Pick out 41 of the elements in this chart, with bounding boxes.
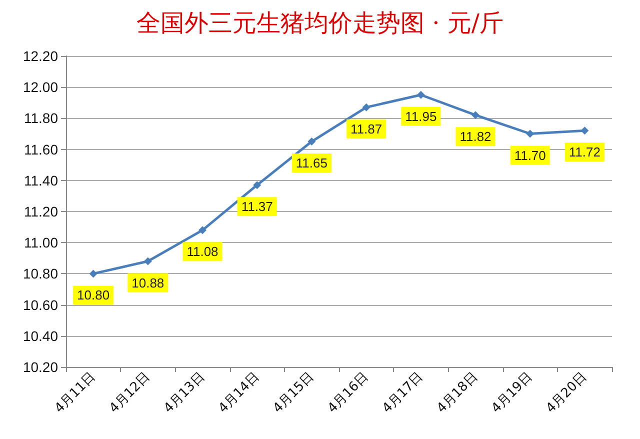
x-tick-label: 4月14日: [216, 370, 262, 416]
y-tick-label: 12.00: [22, 79, 58, 96]
data-label: 11.70: [514, 148, 546, 163]
data-label: 11.95: [405, 108, 437, 124]
point: [472, 111, 480, 120]
y-tick-label: 10.40: [22, 328, 58, 344]
data-label: 11.72: [568, 144, 600, 160]
point: [144, 257, 152, 266]
data-label: 11.87: [350, 121, 382, 136]
x-tick-label: 4月18日: [434, 370, 481, 416]
point: [198, 226, 206, 234]
y-tick-label: 10.20: [22, 359, 58, 375]
y-tick-label: 10.80: [22, 266, 58, 282]
x-tick-label: 4月20日: [543, 370, 590, 416]
x-tick-label: 4月12日: [106, 370, 154, 416]
point: [526, 130, 534, 138]
x-tick-label: 4月15日: [270, 370, 318, 416]
point: [253, 181, 262, 190]
x-tick-label: 4月17日: [380, 370, 426, 416]
x-tick-label: 4月16日: [325, 370, 372, 416]
y-tick-label: 11.00: [24, 234, 58, 251]
y-tick-label: 11.60: [24, 141, 58, 158]
data-label: 10.88: [132, 275, 164, 290]
point: [89, 270, 98, 278]
data-label: 11.82: [460, 129, 492, 144]
y-tick-label: 12.20: [22, 48, 58, 64]
data-label: 10.80: [77, 288, 110, 303]
chart-title: 全国外三元生猪均价走势图 · 元/斤: [136, 9, 504, 37]
y-tick-label: 11.40: [24, 172, 58, 188]
point: [416, 90, 425, 99]
y-tick-label: 10.60: [22, 296, 58, 313]
point: [362, 103, 370, 112]
point: [308, 138, 316, 146]
data-label: 11.65: [296, 156, 328, 171]
y-tick-label: 11.80: [24, 110, 58, 126]
x-tick-label: 4月13日: [161, 370, 208, 416]
x-tick-label: 4月19日: [488, 370, 536, 416]
data-label: 11.08: [186, 244, 218, 260]
data-label: 11.37: [241, 199, 273, 214]
y-tick-label: 11.20: [24, 204, 58, 220]
point: [580, 126, 589, 135]
